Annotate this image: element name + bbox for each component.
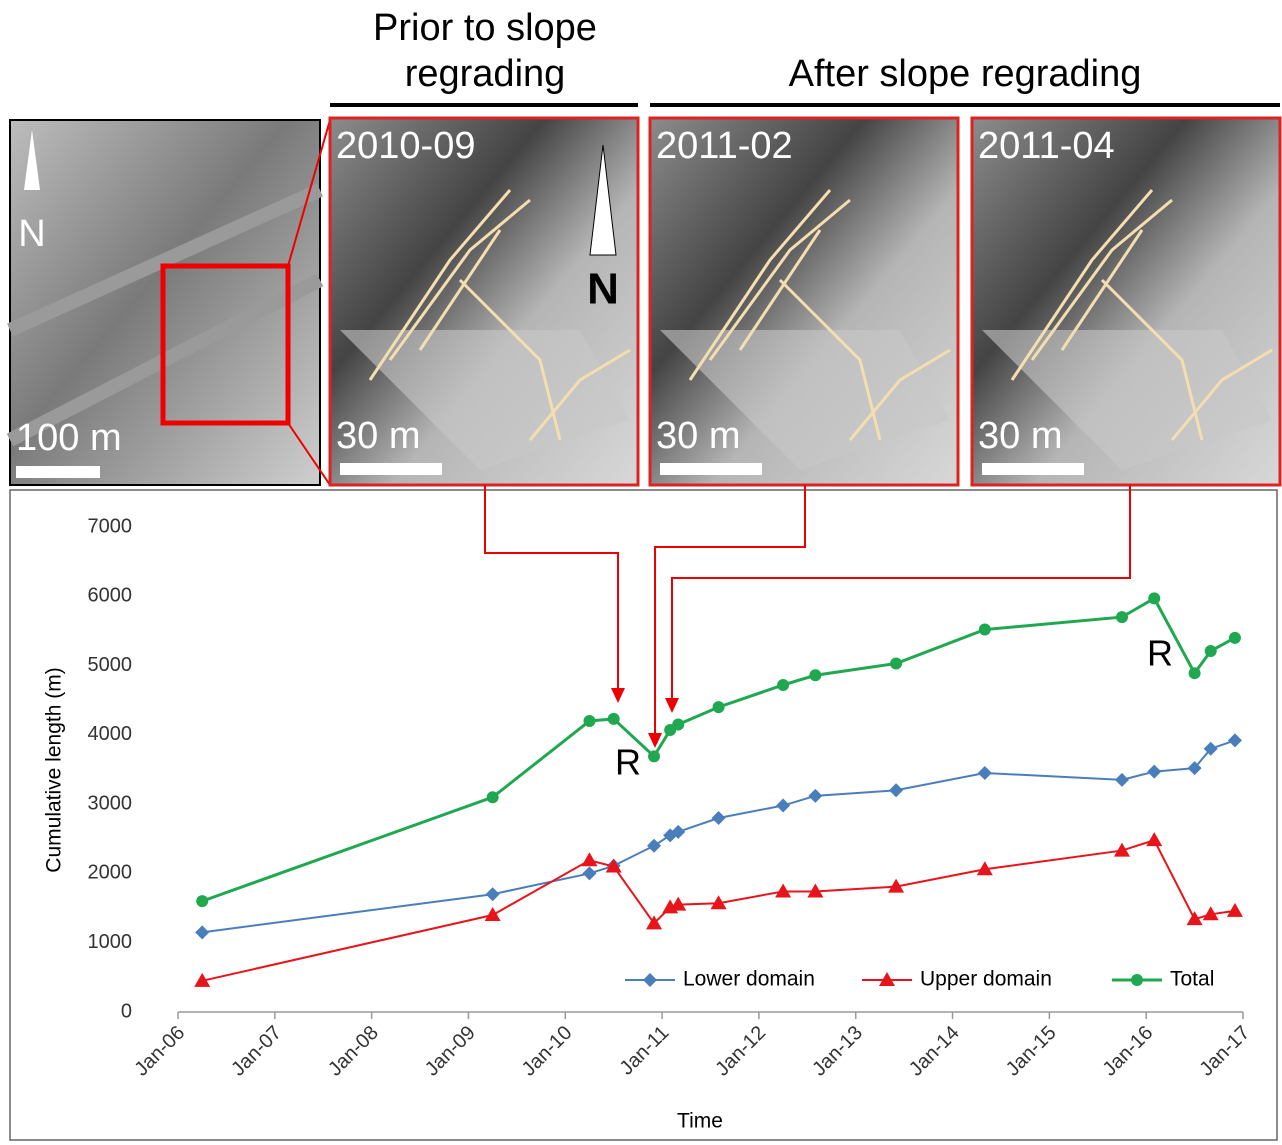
marker (777, 679, 789, 691)
marker (582, 866, 596, 880)
annotation: R (615, 742, 641, 783)
marker (712, 811, 726, 825)
scale-bar (982, 463, 1084, 475)
scale-label: 30 m (978, 415, 1062, 457)
y-tick-label: 1000 (88, 931, 133, 953)
marker (196, 895, 208, 907)
x-tick-label: Jan-11 (616, 1022, 674, 1080)
marker (1131, 974, 1143, 986)
marker (713, 701, 725, 713)
x-tick-label: Jan-06 (130, 1022, 189, 1081)
marker (647, 839, 661, 853)
scale-bar (16, 466, 100, 478)
marker (487, 791, 499, 803)
marker (1228, 733, 1242, 747)
marker (1115, 773, 1129, 787)
x-tick-label: Jan-07 (227, 1022, 286, 1081)
marker (672, 718, 684, 730)
scale-label: 100 m (16, 417, 122, 459)
legend-label: Total (1170, 968, 1214, 991)
marker (978, 766, 992, 780)
marker (776, 799, 790, 813)
scale-label: 30 m (656, 415, 740, 457)
marker (195, 925, 209, 939)
connector (485, 485, 1130, 735)
panel-title: After slope regrading (789, 53, 1142, 95)
scale-bar (340, 463, 442, 475)
date-label: 2010-09 (336, 125, 475, 167)
marker (889, 783, 903, 797)
legend-label: Lower domain (683, 968, 815, 991)
marker (1189, 667, 1201, 679)
x-tick-label: Jan-14 (905, 1022, 964, 1081)
x-tick-label: Jan-16 (1099, 1022, 1158, 1081)
north-label: N (18, 213, 45, 255)
x-tick-label: Jan-12 (711, 1022, 770, 1081)
annotation: R (1147, 633, 1173, 674)
legend-label: Upper domain (920, 968, 1052, 991)
scale-bar (660, 463, 762, 475)
y-tick-label: 2000 (88, 862, 133, 884)
marker (1148, 592, 1160, 604)
marker (581, 852, 597, 866)
y-tick-label: 0 (121, 1000, 132, 1022)
marker (648, 750, 660, 762)
marker (809, 669, 821, 681)
marker (1116, 611, 1128, 623)
series-line (202, 840, 1235, 981)
marker (1146, 832, 1162, 846)
y-tick-label: 3000 (88, 792, 133, 814)
figure: Prior to slope regrading After slope reg… (0, 0, 1282, 1145)
marker (1227, 903, 1243, 917)
marker (486, 887, 500, 901)
marker (979, 624, 991, 636)
scale-label: 30 m (336, 415, 420, 457)
marker (890, 657, 902, 669)
y-axis-label: Cumulative length (m) (43, 667, 66, 872)
x-tick-label: Jan-10 (518, 1022, 577, 1081)
x-tick-label: Jan-09 (421, 1022, 480, 1081)
arrowhead (611, 688, 679, 748)
x-axis-label: Time (677, 1110, 723, 1133)
marker (643, 973, 657, 987)
marker (808, 789, 822, 803)
panel-title: regrading (405, 53, 566, 95)
marker (1205, 645, 1217, 657)
panel-title: Prior to slope (373, 7, 597, 49)
x-tick-label: Jan-17 (1195, 1022, 1254, 1081)
y-tick-label: 4000 (88, 723, 133, 745)
x-tick-label: Jan-08 (324, 1022, 383, 1081)
y-tick-label: 6000 (88, 585, 133, 607)
x-tick-label: Jan-15 (1002, 1022, 1061, 1081)
marker (608, 713, 620, 725)
north-label: N (587, 265, 619, 314)
marker (1147, 765, 1161, 779)
date-label: 2011-02 (656, 125, 793, 167)
marker (1229, 632, 1241, 644)
y-tick-label: 7000 (88, 515, 133, 537)
y-tick-label: 5000 (88, 654, 133, 676)
date-label: 2011-04 (978, 125, 1115, 167)
marker (583, 715, 595, 727)
marker (485, 907, 501, 921)
x-tick-label: Jan-13 (808, 1022, 867, 1081)
